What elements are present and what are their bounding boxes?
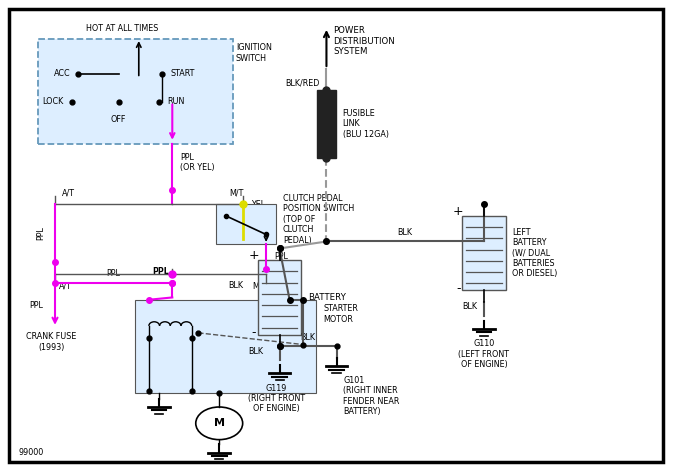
Bar [462, 216, 505, 290]
Text: YEL: YEL [251, 200, 265, 209]
Text: G119
(RIGHT FRONT
OF ENGINE): G119 (RIGHT FRONT OF ENGINE) [248, 384, 305, 414]
Text: CRANK FUSE
(1993): CRANK FUSE (1993) [26, 333, 77, 352]
Bar [258, 260, 302, 335]
Text: G101
(RIGHT INNER
FENDER NEAR
BATTERY): G101 (RIGHT INNER FENDER NEAR BATTERY) [343, 376, 400, 416]
Text: LEFT
BATTERY
(W/ DUAL
BATTERIES
OR DIESEL): LEFT BATTERY (W/ DUAL BATTERIES OR DIESE… [512, 228, 558, 279]
Bar [135, 300, 316, 393]
FancyBboxPatch shape [38, 38, 233, 144]
Text: START: START [170, 69, 194, 78]
Text: M: M [214, 418, 225, 428]
Text: BLK: BLK [228, 281, 244, 290]
Text: CLUTCH PEDAL
POSITION SWITCH
(TOP OF
CLUTCH
PEDAL): CLUTCH PEDAL POSITION SWITCH (TOP OF CLU… [283, 194, 354, 245]
Bar [216, 204, 276, 244]
Text: 99000: 99000 [18, 448, 43, 457]
Bar [317, 90, 336, 158]
Text: PPL: PPL [36, 227, 45, 240]
Text: A/T: A/T [62, 188, 75, 197]
Text: -: - [456, 281, 460, 295]
Text: PPL: PPL [107, 269, 120, 278]
Text: +: + [248, 249, 259, 262]
Text: BATTERY: BATTERY [308, 293, 346, 302]
Text: BLK/RED: BLK/RED [285, 78, 320, 88]
Text: PPL: PPL [274, 252, 288, 261]
Text: OFF: OFF [111, 115, 127, 124]
Text: FUSIBLE
LINK
(BLU 12GA): FUSIBLE LINK (BLU 12GA) [343, 109, 388, 139]
Text: -: - [252, 326, 256, 339]
Text: POWER
DISTRIBUTION
SYSTEM: POWER DISTRIBUTION SYSTEM [333, 26, 395, 56]
Text: BLK: BLK [284, 286, 299, 295]
Text: BLK: BLK [462, 302, 477, 311]
Text: M/T: M/T [252, 281, 267, 291]
Text: PPL
(OR YEL): PPL (OR YEL) [180, 152, 215, 172]
Text: BLK: BLK [398, 228, 413, 237]
Text: +: + [453, 204, 464, 218]
Text: RUN: RUN [167, 97, 184, 106]
Text: BLK: BLK [301, 333, 316, 342]
Circle shape [196, 407, 243, 439]
Text: PPL: PPL [29, 301, 43, 310]
Text: G110
(LEFT FRONT
OF ENGINE): G110 (LEFT FRONT OF ENGINE) [458, 340, 509, 369]
Text: ACC: ACC [54, 69, 71, 78]
Text: BLK: BLK [248, 347, 262, 356]
Text: M/T: M/T [229, 188, 243, 197]
Text: IGNITION
SWITCH: IGNITION SWITCH [236, 43, 272, 63]
Text: HOT AT ALL TIMES: HOT AT ALL TIMES [86, 24, 158, 33]
Text: STARTER
MOTOR: STARTER MOTOR [323, 304, 358, 324]
Text: LOCK: LOCK [42, 97, 64, 106]
Text: PPL: PPL [152, 267, 169, 276]
Text: A/T: A/T [59, 281, 71, 291]
